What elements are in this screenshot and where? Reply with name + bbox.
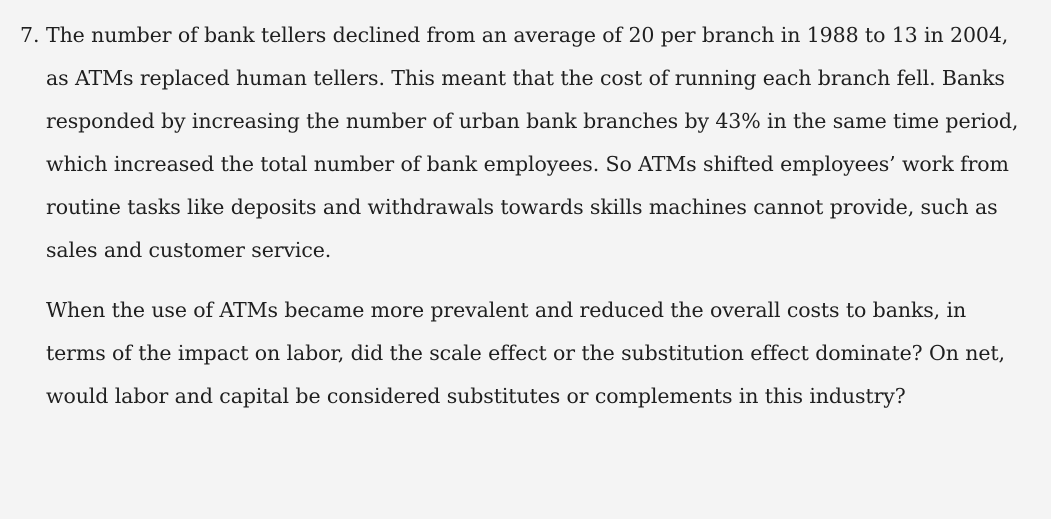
- question-paragraph-prompt: When the use of ATMs became more prevale…: [46, 298, 1005, 408]
- question-body: The number of bank tellers declined from…: [46, 14, 1031, 418]
- question-number: 7.: [20, 23, 40, 47]
- question-item: 7. The number of bank tellers declined f…: [20, 14, 1031, 418]
- question-paragraph-context: The number of bank tellers declined from…: [46, 23, 1019, 262]
